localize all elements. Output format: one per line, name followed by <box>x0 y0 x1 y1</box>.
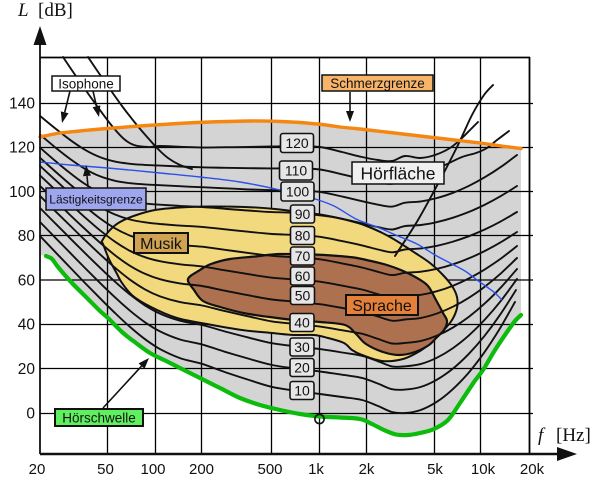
svg-text:200: 200 <box>189 461 214 478</box>
svg-text:1k: 1k <box>308 461 324 478</box>
svg-text:20: 20 <box>18 361 36 378</box>
svg-text:60: 60 <box>18 272 36 289</box>
svg-text:90: 90 <box>295 206 311 222</box>
svg-text:Isophone: Isophone <box>58 76 114 91</box>
svg-text:100: 100 <box>140 461 165 478</box>
svg-text:20: 20 <box>29 461 46 478</box>
svg-text:80: 80 <box>295 228 311 244</box>
svg-text:100: 100 <box>9 184 35 201</box>
svg-text:5k: 5k <box>427 461 443 478</box>
svg-text:10k: 10k <box>471 461 496 478</box>
svg-text:50: 50 <box>295 288 311 304</box>
svg-text:Hörfläche: Hörfläche <box>361 163 436 183</box>
svg-text:120: 120 <box>9 140 35 157</box>
svg-text:L: L <box>17 0 29 21</box>
svg-text:f: f <box>538 425 546 446</box>
svg-text:2k: 2k <box>359 461 375 478</box>
svg-text:Schmerzgrenze: Schmerzgrenze <box>330 76 425 91</box>
svg-text:40: 40 <box>18 317 36 334</box>
svg-text:20k: 20k <box>520 461 545 478</box>
svg-text:60: 60 <box>295 268 311 284</box>
svg-text:100: 100 <box>286 184 310 200</box>
svg-text:[Hz]: [Hz] <box>556 425 591 446</box>
svg-text:50: 50 <box>97 461 114 478</box>
svg-text:Musik: Musik <box>140 236 183 253</box>
svg-text:110: 110 <box>285 163 308 179</box>
svg-text:20: 20 <box>294 360 310 376</box>
svg-text:Lästigkeitsgrenze: Lästigkeitsgrenze <box>49 192 143 206</box>
svg-text:10: 10 <box>294 383 310 399</box>
svg-text:500: 500 <box>257 461 282 478</box>
svg-text:140: 140 <box>9 96 35 113</box>
svg-text:Hörschwelle: Hörschwelle <box>62 410 136 425</box>
svg-text:80: 80 <box>18 228 36 245</box>
svg-text:0: 0 <box>26 406 35 423</box>
svg-text:Sprache: Sprache <box>352 298 412 315</box>
svg-text:[dB]: [dB] <box>38 0 73 21</box>
svg-text:120: 120 <box>285 135 309 151</box>
svg-text:70: 70 <box>295 248 311 264</box>
svg-text:30: 30 <box>294 339 310 355</box>
svg-text:40: 40 <box>294 315 310 331</box>
